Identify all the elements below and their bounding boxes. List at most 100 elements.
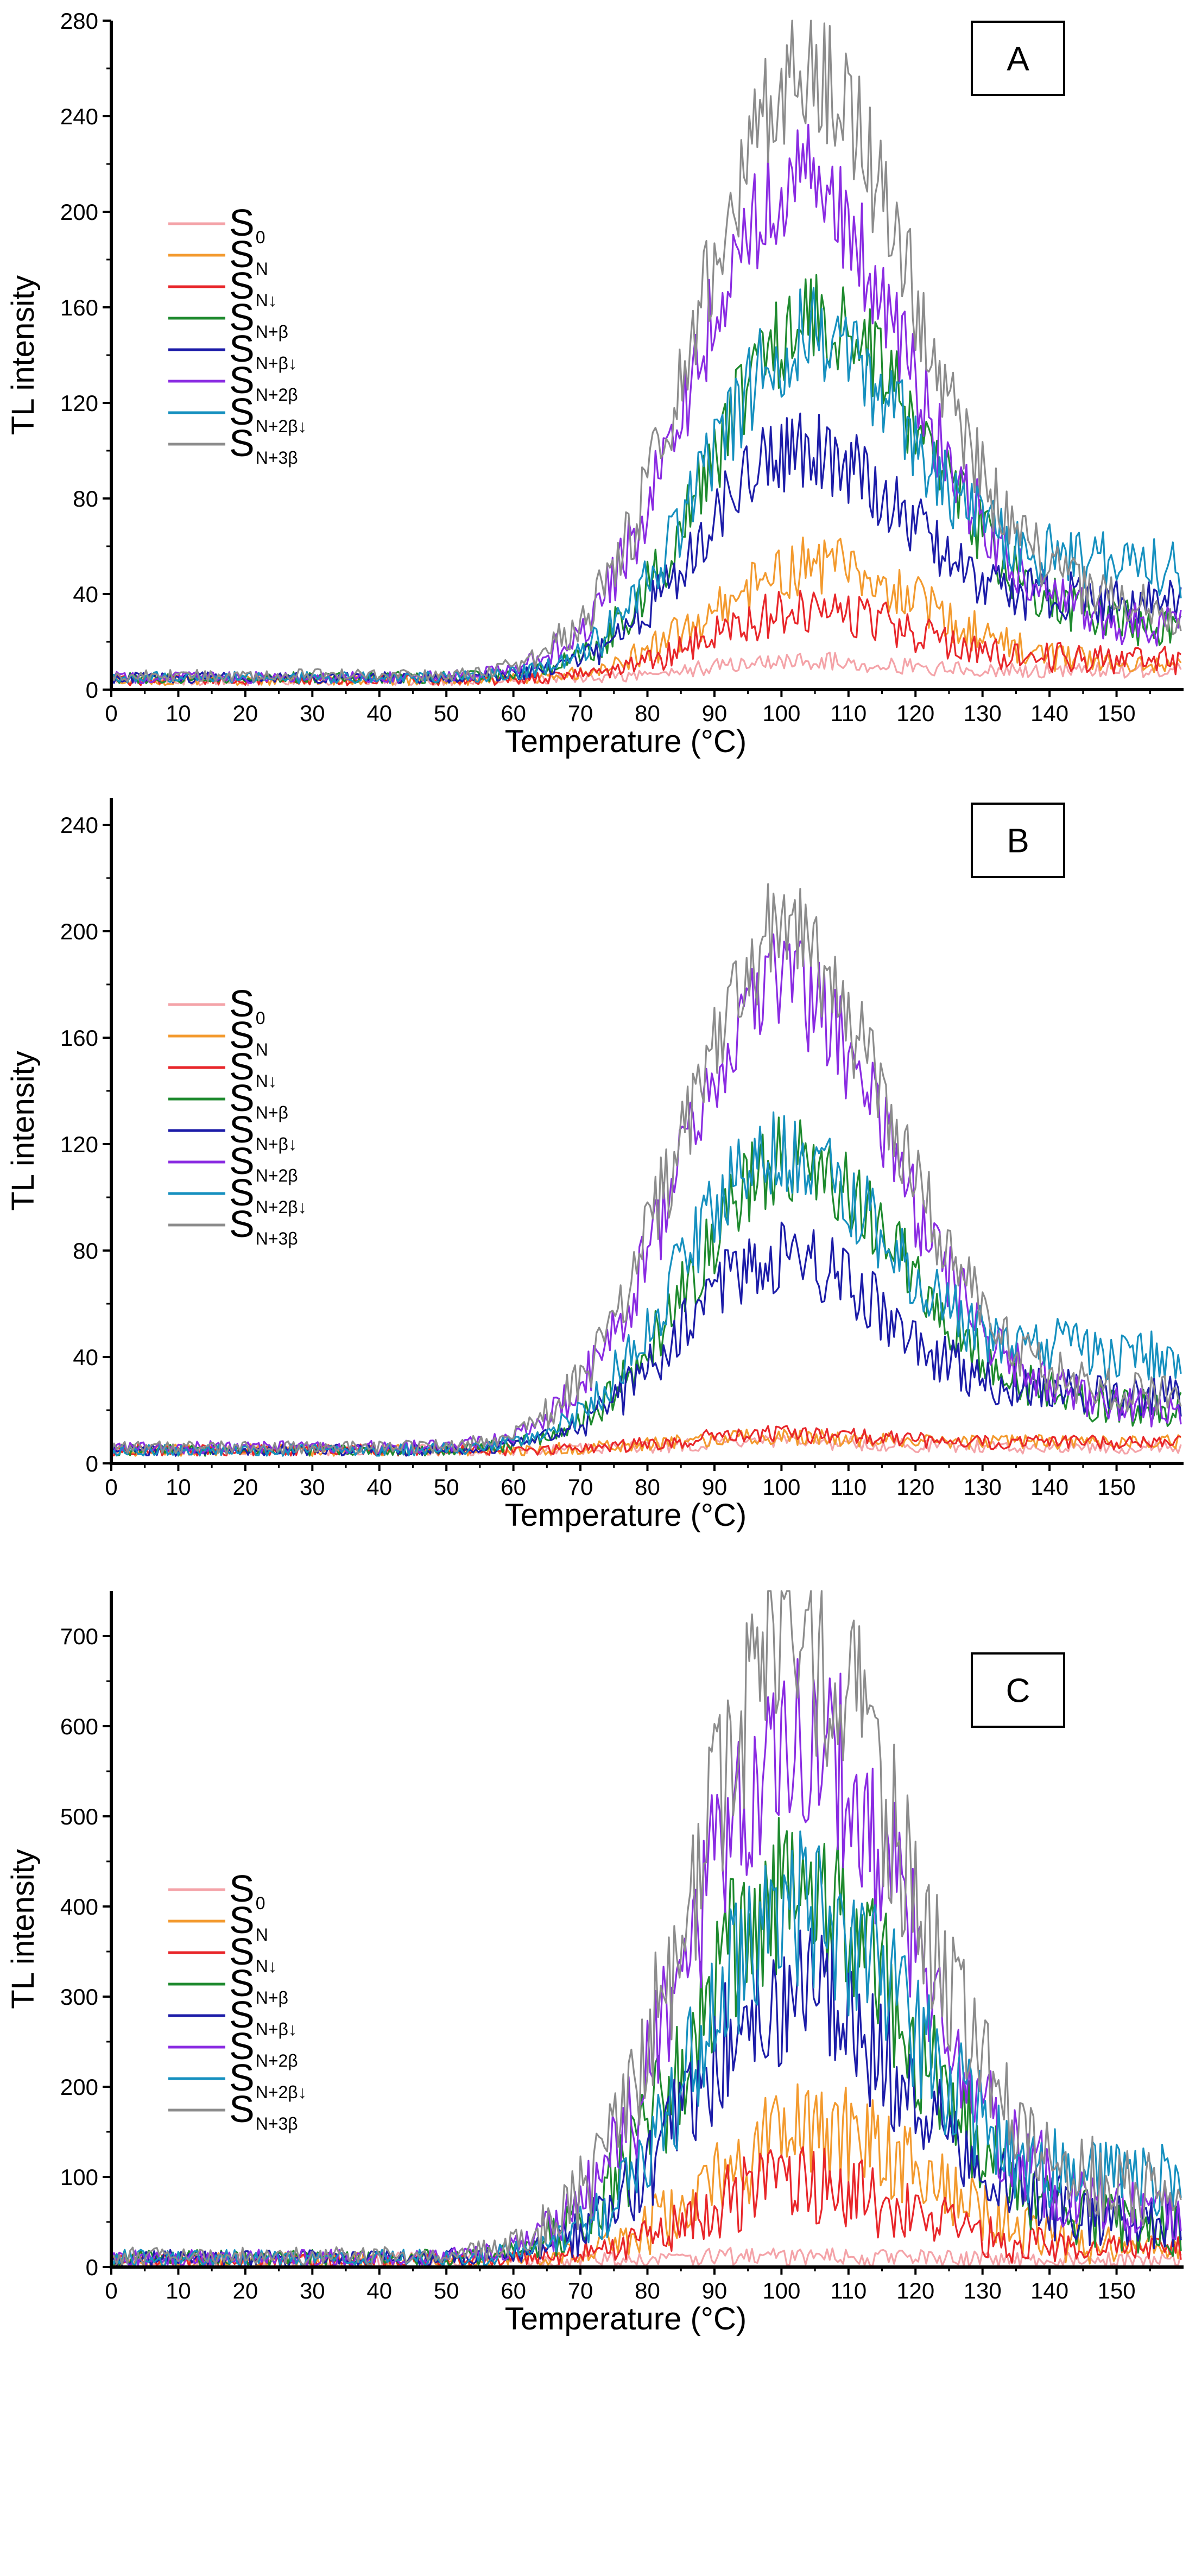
x-tick-label: 140 (1030, 700, 1068, 726)
legend-item: S0 (168, 1867, 265, 1913)
x-tick-label: 50 (434, 1474, 459, 1500)
y-tick-label: 40 (73, 1344, 98, 1370)
y-tick-label: 500 (60, 1804, 98, 1829)
series-line-SN+2β↓ (110, 1111, 1182, 1457)
legend-label-subscript: N+2β (256, 1166, 298, 1185)
x-tick-label: 10 (166, 1474, 191, 1500)
x-tick-label: 80 (635, 2278, 660, 2303)
x-tick-label: 150 (1098, 1474, 1136, 1500)
legend-item: SN+3β (168, 1203, 298, 1248)
legend-item: SN+2β (168, 2025, 298, 2070)
legend-item: S0 (168, 982, 265, 1028)
series-line-SN+β↓ (111, 1927, 1182, 2268)
x-tick-label: 100 (762, 2278, 800, 2303)
legend-label-main: S (229, 1077, 255, 1119)
x-tick-label: 60 (501, 1474, 526, 1500)
x-tick-label: 30 (300, 1474, 325, 1500)
x-tick-label: 20 (233, 2278, 258, 2303)
legend-label-main: S (229, 1962, 255, 2004)
series-line-SN+2β↓ (111, 287, 1182, 685)
legend-label-main: S (229, 359, 255, 401)
y-axis-title: TL intensity (5, 275, 41, 435)
x-tick-label: 20 (233, 700, 258, 726)
x-tick-label: 20 (233, 1474, 258, 1500)
y-tick-label: 300 (60, 1984, 98, 2010)
legend-label-main: S (229, 2088, 255, 2130)
legend-label-main: S (229, 1867, 255, 1910)
y-tick-label: 160 (60, 1025, 98, 1051)
legend-label: SN+β (229, 1962, 288, 2007)
legend-label-main: S (229, 1930, 255, 1973)
legend-label-subscript: N+2β↓ (256, 2082, 307, 2102)
legend-label-main: S (229, 1140, 255, 1182)
legend-label-subscript: 0 (256, 1008, 265, 1028)
y-tick-label: 200 (60, 199, 98, 225)
legend-label-main: S (229, 201, 255, 244)
legend-label: SN↓ (229, 264, 277, 310)
legend-label: SN (229, 233, 268, 279)
x-tick-label: 80 (635, 1474, 660, 1500)
legend-label: SN+β↓ (229, 327, 297, 373)
x-tick-label: 50 (434, 2278, 459, 2303)
legend-item: SN↓ (168, 264, 277, 310)
y-tick-label: 0 (86, 2255, 98, 2280)
legend-label: SN+2β↓ (229, 2056, 307, 2102)
legend-label-main: S (229, 264, 255, 307)
x-tick-label: 40 (366, 2278, 392, 2303)
legend-label: SN (229, 1014, 268, 1059)
legend-label-main: S (229, 1014, 255, 1056)
y-tick-label: 80 (73, 1238, 98, 1264)
legend-label-subscript: N+2β (256, 2051, 298, 2070)
x-tick-label: 70 (568, 1474, 593, 1500)
legend-label-subscript: 0 (256, 1893, 265, 1913)
legend-label: S0 (229, 1867, 265, 1913)
legend-label-subscript: N+β (256, 1988, 288, 2007)
x-tick-label: 140 (1030, 2278, 1068, 2303)
legend-item: SN+2β↓ (168, 390, 307, 436)
legend-label-main: S (229, 390, 255, 433)
y-tick-label: 0 (86, 1451, 98, 1476)
y-tick-label: 100 (60, 2164, 98, 2190)
x-tick-label: 40 (366, 700, 392, 726)
legend-label-main: S (229, 233, 255, 275)
x-axis-title: Temperature (°C) (505, 724, 747, 759)
legend-label-subscript: N↓ (256, 291, 277, 310)
legend-label-main: S (229, 1045, 255, 1088)
legend-label-subscript: N+2β (256, 385, 298, 405)
x-tick-label: 140 (1030, 1474, 1068, 1500)
legend-label-subscript: N (256, 259, 268, 279)
legend-label-subscript: N+3β (256, 448, 298, 468)
x-tick-label: 90 (702, 2278, 728, 2303)
legend-label: SN+β (229, 1077, 288, 1122)
legend-label: SN+2β↓ (229, 1171, 307, 1217)
x-tick-label: 130 (964, 2278, 1002, 2303)
legend-label-subscript: N↓ (256, 1071, 277, 1091)
legend-label: SN+β↓ (229, 1993, 297, 2039)
y-tick-label: 0 (86, 677, 98, 703)
x-tick-label: 150 (1098, 2278, 1136, 2303)
series-line-SN+3β (110, 883, 1182, 1455)
legend-item: SN+β↓ (168, 1108, 297, 1154)
x-tick-label: 70 (568, 2278, 593, 2303)
x-tick-label: 30 (300, 700, 325, 726)
x-tick-label: 60 (501, 700, 526, 726)
x-tick-label: 150 (1098, 700, 1136, 726)
legend-label-main: S (229, 2025, 255, 2067)
legend-label: SN+β (229, 296, 288, 342)
panel-B: 0 10 20 30 40 50 60 70 80 90 100 110 120 130 140 150 0 40… (5, 798, 1184, 1533)
y-tick-label: 200 (60, 2074, 98, 2100)
legend-label-subscript: N+β (256, 322, 288, 342)
legend-item: SN (168, 233, 268, 279)
y-tick-label: 120 (60, 1132, 98, 1157)
y-axis-title: TL intensity (5, 1051, 41, 1210)
legend-item: SN+β↓ (168, 327, 297, 373)
panel-label: A (1007, 41, 1029, 78)
legend-item: SN+β (168, 1962, 288, 2007)
legend-label-main: S (229, 982, 255, 1025)
panel-A: 0 10 20 30 40 50 60 70 80 90 100 110 120 130 140 150 0 40… (5, 8, 1184, 759)
legend-label-main: S (229, 1899, 255, 1941)
x-tick-label: 50 (434, 700, 459, 726)
x-tick-label: 0 (105, 700, 117, 726)
x-tick-label: 100 (762, 1474, 800, 1500)
